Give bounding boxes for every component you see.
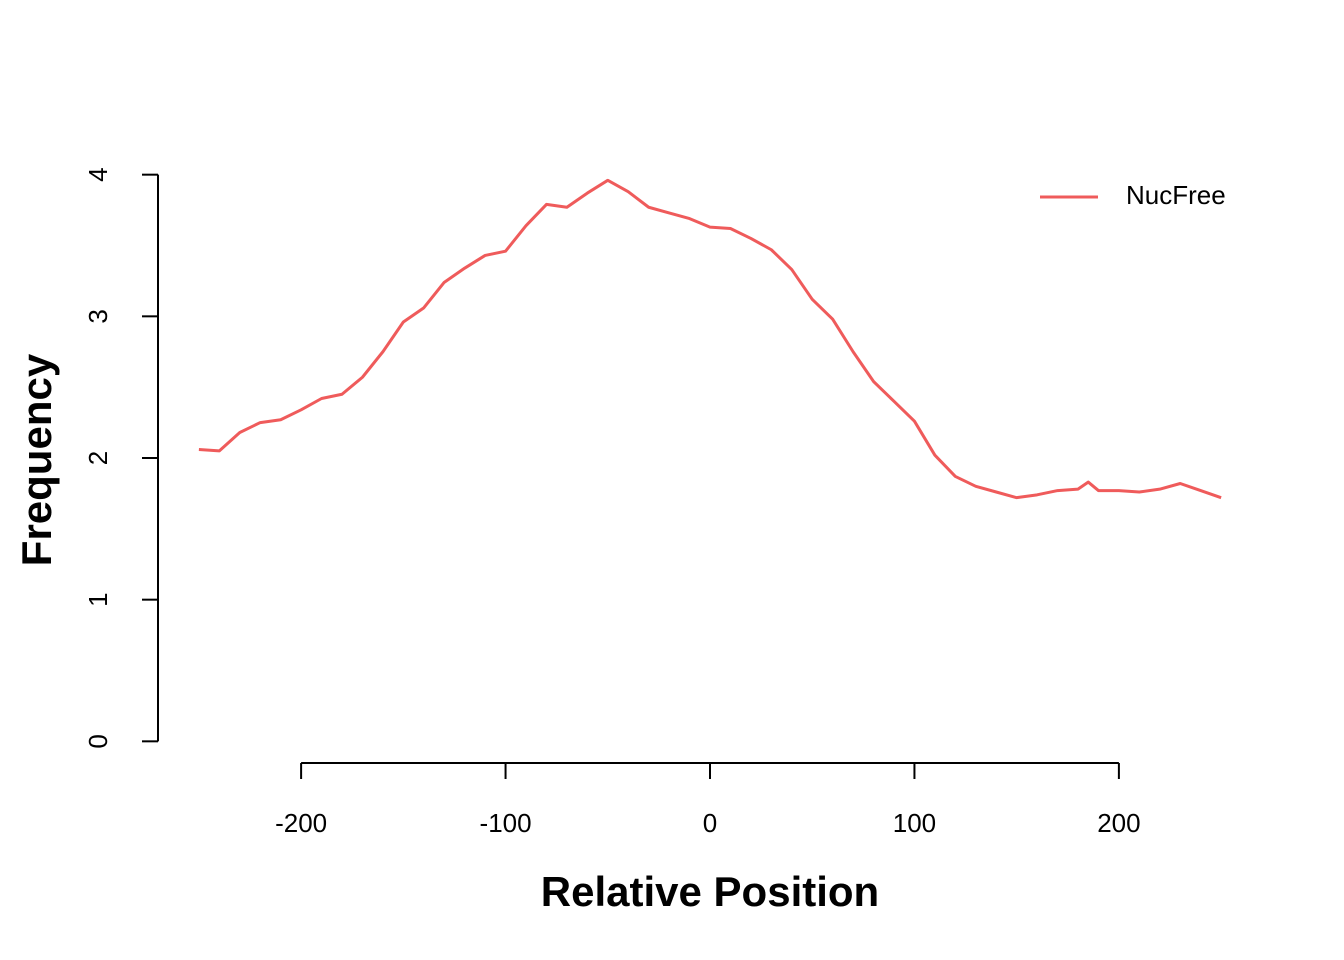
x-tick-label: -200 bbox=[275, 808, 327, 838]
y-tick-label: 0 bbox=[83, 734, 113, 748]
y-tick-label: 1 bbox=[83, 592, 113, 606]
y-tick-label: 2 bbox=[83, 451, 113, 465]
y-tick-label: 4 bbox=[83, 167, 113, 181]
x-axis-title: Relative Position bbox=[541, 868, 879, 915]
data-line bbox=[198, 178, 1222, 500]
y-axis-title: Frequency bbox=[13, 353, 60, 566]
y-tick-label: 3 bbox=[83, 309, 113, 323]
x-tick-label: 100 bbox=[893, 808, 936, 838]
x-tick-label: 200 bbox=[1097, 808, 1140, 838]
legend-label: NucFree bbox=[1126, 180, 1226, 210]
x-tick-label: 0 bbox=[703, 808, 717, 838]
x-tick-label: -100 bbox=[480, 808, 532, 838]
